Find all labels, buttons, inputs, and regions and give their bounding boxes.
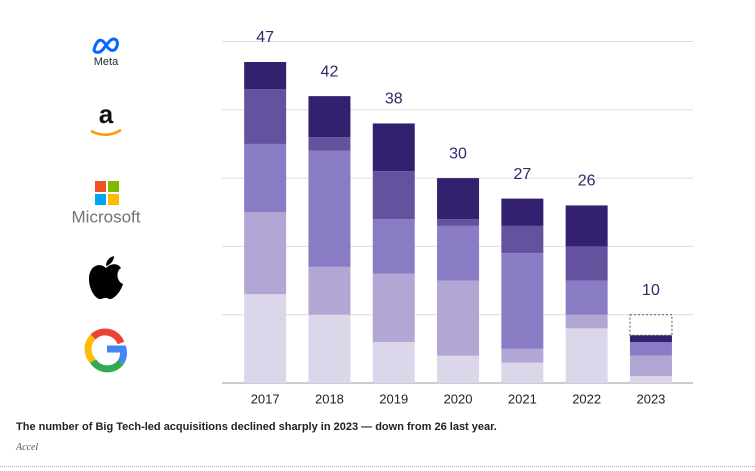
bar-segment	[565, 205, 608, 247]
ms-square	[108, 181, 119, 192]
logo-meta: Meta	[92, 37, 119, 68]
bar-segment	[565, 314, 608, 329]
bar-segment	[629, 342, 672, 356]
bar-segment	[308, 96, 351, 138]
bar-segment	[244, 212, 287, 295]
bar-segment	[629, 314, 673, 336]
g-arc	[90, 358, 124, 373]
bar-segment	[372, 219, 415, 274]
legend-label: Meta	[94, 56, 119, 68]
bar-segment	[501, 348, 544, 363]
bar-segment	[244, 294, 287, 383]
legend-label: a	[99, 99, 114, 129]
total-label: 47	[256, 29, 274, 46]
bar-segment	[629, 355, 672, 377]
bar-segment	[372, 273, 415, 343]
bar-segment	[437, 355, 480, 383]
g-arc	[107, 345, 127, 364]
bar-segment	[244, 89, 287, 144]
bar-segment	[308, 150, 351, 267]
x-tick-label: 2021	[508, 391, 537, 406]
bar-segment	[437, 219, 480, 226]
g-arc	[84, 334, 96, 364]
bar-segment	[501, 253, 544, 349]
bar-segment	[308, 137, 351, 151]
bar-segment	[501, 362, 544, 383]
meta-icon	[92, 37, 119, 54]
total-label: 38	[385, 91, 403, 108]
x-tick-label: 2018	[315, 391, 344, 406]
bar-segment	[437, 280, 480, 356]
bar-segment	[629, 376, 672, 383]
ms-square	[108, 194, 119, 205]
bar-segment	[372, 342, 415, 383]
total-label: 42	[321, 63, 339, 80]
bar-segment	[501, 225, 544, 254]
ms-square	[95, 181, 106, 192]
logo-apple	[89, 256, 123, 300]
x-tick-label: 2022	[572, 391, 601, 406]
total-label: 30	[449, 145, 467, 162]
x-tick-label: 2023	[636, 391, 665, 406]
bar-segment	[437, 178, 480, 220]
bar-segment	[629, 335, 672, 343]
legend-label: Microsoft	[72, 207, 141, 226]
bar-segment	[565, 280, 608, 315]
bar-segment	[501, 198, 544, 226]
bar-segment	[244, 61, 287, 90]
logo-google	[84, 328, 127, 373]
divider	[0, 466, 755, 467]
amazon-smile	[90, 128, 122, 136]
x-tick-label: 2020	[444, 391, 473, 406]
x-tick-label: 2019	[379, 391, 408, 406]
bar-segment	[308, 266, 351, 315]
bar-segment	[244, 143, 287, 213]
bar-segment	[437, 225, 480, 281]
bar-segment	[565, 246, 608, 281]
logo-microsoft: Microsoft	[72, 181, 141, 226]
total-label: 27	[513, 166, 531, 183]
logo-amazon: a	[90, 99, 122, 136]
bar-segment	[565, 328, 608, 383]
ms-square	[95, 194, 106, 205]
bar-segment	[372, 123, 415, 172]
g-arc	[90, 328, 125, 345]
bar-segment	[372, 171, 415, 220]
source: Accel	[16, 442, 39, 453]
chart: Meta a Microsoft 47 2017 42 2018 38 2019 30 202…	[72, 29, 693, 406]
total-label: 10	[642, 282, 660, 299]
total-label: 26	[578, 173, 596, 190]
x-tick-label: 2017	[251, 391, 280, 406]
bar-segment	[308, 314, 351, 383]
caption: The number of Big Tech-led acquisitions …	[16, 421, 497, 433]
